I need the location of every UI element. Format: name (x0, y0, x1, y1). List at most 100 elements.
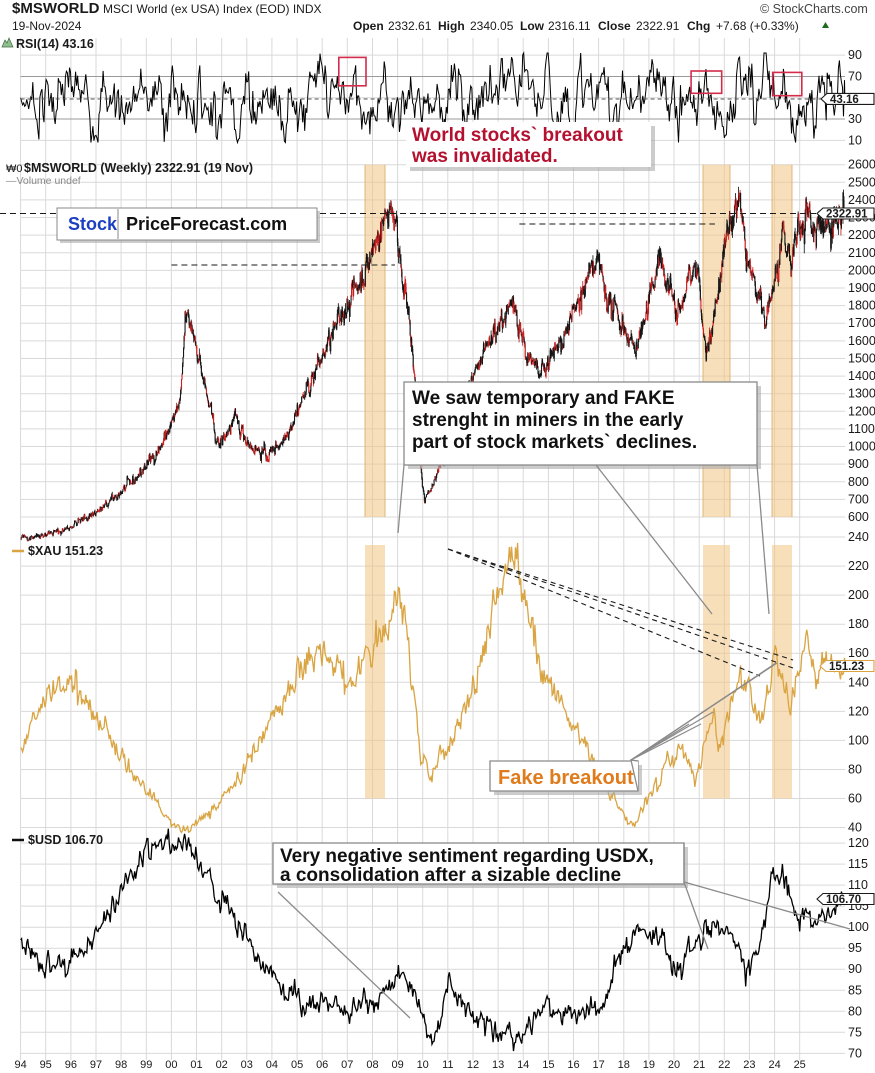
svg-text:99: 99 (140, 1059, 152, 1071)
svg-text:2332.61: 2332.61 (388, 19, 432, 33)
svg-text:200: 200 (848, 588, 869, 602)
svg-text:11: 11 (442, 1059, 453, 1071)
svg-text:1200: 1200 (848, 404, 875, 418)
svg-text:900: 900 (848, 457, 869, 471)
svg-text:220: 220 (848, 559, 869, 573)
svg-text:$MSWORLD (Weekly) 2322.91 (19: $MSWORLD (Weekly) 2322.91 (19 Nov) (24, 161, 253, 175)
svg-text:80: 80 (848, 1004, 862, 1018)
svg-text:100: 100 (848, 733, 869, 747)
svg-text:$USD 106.70: $USD 106.70 (28, 833, 103, 847)
svg-text:strenght in miners in the earl: strenght in miners in the early (412, 410, 684, 431)
svg-text:04: 04 (266, 1059, 278, 1071)
svg-text:07: 07 (341, 1059, 353, 1071)
svg-text:43.16: 43.16 (830, 94, 859, 106)
svg-text:High: High (438, 19, 465, 33)
svg-text:© StockCharts.com: © StockCharts.com (760, 2, 868, 16)
svg-text:a consolidation after a sizabl: a consolidation after a sizable decline (280, 865, 621, 886)
svg-text:700: 700 (848, 492, 869, 506)
svg-text:12: 12 (467, 1059, 479, 1071)
svg-text:96: 96 (65, 1059, 77, 1071)
svg-text:60: 60 (848, 792, 862, 806)
svg-text:115: 115 (848, 857, 868, 871)
svg-text:110: 110 (848, 878, 868, 892)
svg-text:Very negative sentiment regard: Very negative sentiment regarding USDX, (280, 846, 654, 867)
svg-text:RSI(14) 43.16: RSI(14) 43.16 (16, 37, 94, 51)
svg-text:Open: Open (353, 19, 384, 33)
svg-text:1000: 1000 (848, 440, 875, 454)
svg-text:95: 95 (40, 1059, 52, 1071)
svg-text:09: 09 (391, 1059, 403, 1071)
svg-text:2500: 2500 (848, 175, 875, 189)
svg-text:PriceForecast.com: PriceForecast.com (126, 214, 287, 234)
svg-text:Chg: Chg (687, 19, 710, 33)
svg-text:17: 17 (592, 1059, 604, 1071)
svg-text:21: 21 (693, 1059, 705, 1071)
svg-text:MSCI World (ex USA) Index (EOD: MSCI World (ex USA) Index (EOD) INDX (103, 2, 321, 16)
svg-text:01: 01 (190, 1059, 202, 1071)
svg-text:03: 03 (241, 1059, 253, 1071)
svg-text:02: 02 (216, 1059, 228, 1071)
svg-text:Fake breakout: Fake breakout (498, 767, 634, 789)
svg-text:2200: 2200 (848, 228, 875, 242)
svg-text:19-Nov-2024: 19-Nov-2024 (12, 19, 82, 33)
svg-text:40: 40 (848, 821, 862, 835)
svg-text:13: 13 (492, 1059, 504, 1071)
svg-text:1400: 1400 (848, 369, 875, 383)
svg-text:19: 19 (643, 1059, 655, 1071)
svg-text:$XAU 151.23: $XAU 151.23 (28, 544, 103, 558)
svg-text:25: 25 (794, 1059, 806, 1071)
svg-text:85: 85 (848, 983, 862, 997)
svg-text:14: 14 (517, 1059, 529, 1071)
svg-text:2316.11: 2316.11 (548, 19, 591, 33)
svg-text:23: 23 (743, 1059, 755, 1071)
svg-text:18: 18 (618, 1059, 630, 1071)
svg-text:2322.91: 2322.91 (826, 208, 868, 220)
svg-text:1600: 1600 (848, 334, 875, 348)
svg-text:Close: Close (598, 19, 631, 33)
svg-text:―Volume undef: ―Volume undef (6, 175, 81, 187)
svg-text:part of stock markets` decline: part of stock markets` declines. (412, 432, 697, 453)
svg-text:15: 15 (542, 1059, 554, 1071)
svg-text:+7.68 (+0.33%): +7.68 (+0.33%) (716, 19, 799, 33)
svg-text:22: 22 (718, 1059, 730, 1071)
svg-text:98: 98 (115, 1059, 127, 1071)
svg-text:20: 20 (668, 1059, 680, 1071)
svg-text:80: 80 (848, 763, 862, 777)
svg-text:₩0: ₩0 (6, 163, 23, 175)
svg-text:1100: 1100 (848, 422, 875, 436)
svg-text:We saw temporary and FAKE: We saw temporary and FAKE (412, 388, 675, 409)
svg-text:$MSWORLD: $MSWORLD (12, 0, 100, 17)
svg-text:2340.05: 2340.05 (470, 19, 514, 33)
svg-text:2600: 2600 (848, 158, 875, 172)
svg-text:2400: 2400 (848, 193, 875, 207)
svg-text:151.23: 151.23 (829, 661, 864, 673)
svg-text:Stock: Stock (68, 214, 118, 234)
svg-text:10: 10 (848, 133, 862, 147)
svg-text:16: 16 (567, 1059, 579, 1071)
svg-text:800: 800 (848, 475, 869, 489)
svg-text:120: 120 (848, 704, 869, 718)
svg-text:120: 120 (848, 836, 869, 850)
svg-text:90: 90 (848, 48, 862, 62)
svg-text:90: 90 (848, 962, 862, 976)
svg-text:2100: 2100 (848, 246, 875, 260)
svg-text:95: 95 (848, 941, 862, 955)
svg-text:Low: Low (520, 19, 545, 33)
svg-text:24: 24 (768, 1059, 780, 1071)
svg-text:2000: 2000 (848, 263, 875, 277)
svg-text:was invalidated.: was invalidated. (411, 146, 558, 167)
svg-text:05: 05 (291, 1059, 303, 1071)
svg-text:1900: 1900 (848, 281, 875, 295)
svg-text:70: 70 (848, 1046, 862, 1060)
svg-text:1500: 1500 (848, 352, 875, 366)
svg-text:75: 75 (848, 1025, 862, 1039)
svg-text:70: 70 (848, 70, 862, 84)
svg-text:100: 100 (848, 920, 869, 934)
svg-text:1800: 1800 (848, 299, 875, 313)
svg-text:06: 06 (316, 1059, 328, 1071)
svg-text:180: 180 (848, 617, 869, 631)
svg-text:00: 00 (165, 1059, 177, 1071)
svg-text:140: 140 (848, 675, 869, 689)
svg-text:30: 30 (848, 112, 862, 126)
svg-text:08: 08 (366, 1059, 378, 1071)
